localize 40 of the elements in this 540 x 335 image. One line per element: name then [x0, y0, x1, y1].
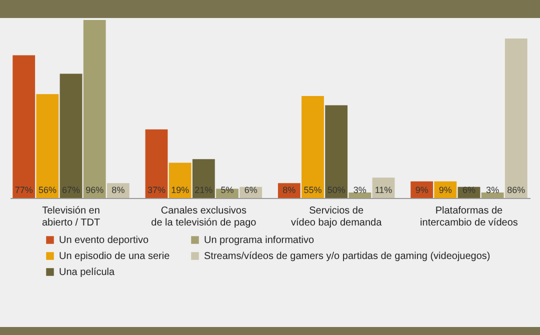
bar [60, 74, 82, 198]
data-label: 3% [353, 185, 366, 195]
bar [83, 20, 106, 198]
legend-label: Un episodio de una serie [59, 251, 170, 262]
x-tick-label: Servicios de vídeo bajo demanda [291, 206, 382, 228]
x-tick-label: Canales exclusivos de la televisión de pago [151, 206, 257, 228]
x-tick-label: Plataformas de intercambio de vídeos [420, 206, 518, 228]
data-label: 3% [486, 185, 500, 195]
legend-label: Un evento deportivo [59, 235, 149, 246]
data-label: 37% [148, 185, 166, 195]
data-label: 6% [244, 185, 258, 195]
data-label: 19% [171, 185, 190, 195]
bar [168, 162, 192, 198]
data-label: 56% [38, 185, 56, 195]
bar [481, 192, 504, 198]
data-label: 96% [86, 185, 104, 195]
bar [348, 192, 372, 198]
data-label: 8% [282, 185, 296, 195]
data-label: 11% [374, 185, 392, 195]
bar [12, 55, 36, 198]
data-label: 50% [327, 185, 346, 195]
x-tick-label: Televisión en abierto / TDT [42, 206, 100, 228]
legend-label: Una película [59, 267, 116, 278]
data-label: 86% [507, 185, 526, 195]
data-label: 9% [438, 185, 452, 195]
data-label: 9% [415, 185, 428, 195]
data-label: 8% [112, 185, 125, 195]
data-label: 55% [304, 185, 322, 195]
data-label: 77% [14, 185, 33, 195]
legend-label: Streams/vídeos de gamers y/o partidas de gaming (videojuegos) [204, 251, 490, 262]
data-label: 6% [462, 185, 476, 195]
data-label: 67% [62, 185, 80, 195]
data-label: 21% [194, 185, 213, 195]
bar [302, 96, 324, 198]
bar [325, 105, 348, 198]
bar [36, 94, 59, 198]
legend-label: Un programa informativo [204, 235, 314, 246]
bar [192, 159, 215, 198]
bar [504, 38, 528, 198]
bar [145, 129, 168, 198]
